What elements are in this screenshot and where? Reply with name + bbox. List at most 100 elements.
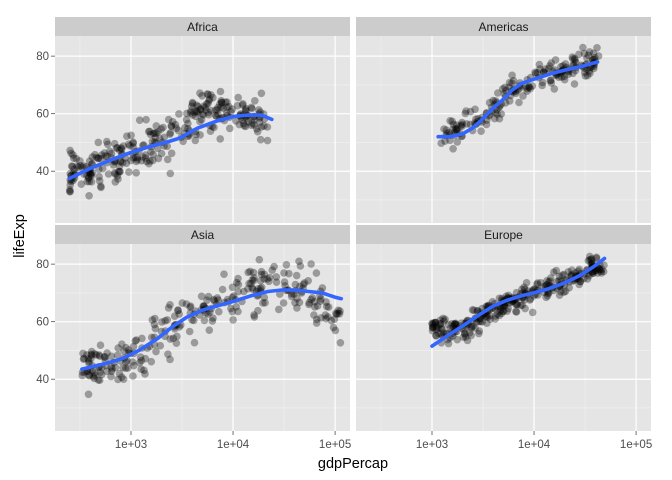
data-point xyxy=(260,293,269,302)
data-point xyxy=(458,122,466,131)
data-point xyxy=(493,110,501,118)
data-point xyxy=(526,295,535,303)
data-point xyxy=(148,316,157,324)
data-point xyxy=(203,90,212,98)
data-point xyxy=(442,126,451,134)
data-point xyxy=(481,312,490,321)
data-point xyxy=(164,115,173,124)
data-point xyxy=(130,361,138,370)
data-point xyxy=(437,139,446,147)
data-point xyxy=(188,98,197,107)
data-point xyxy=(587,254,596,263)
data-point xyxy=(190,316,198,325)
data-point xyxy=(198,92,206,100)
data-point xyxy=(538,81,546,90)
y-tick-label: 60 xyxy=(36,109,49,121)
data-point xyxy=(569,55,577,63)
data-point xyxy=(461,333,470,341)
data-point xyxy=(584,256,593,265)
data-point xyxy=(519,92,527,100)
data-point xyxy=(97,151,106,159)
data-point xyxy=(324,303,333,311)
data-point xyxy=(74,163,83,172)
data-point xyxy=(449,120,458,129)
data-point xyxy=(431,319,439,327)
data-point xyxy=(521,82,530,91)
data-point xyxy=(564,70,573,78)
data-point xyxy=(87,350,96,359)
data-point xyxy=(544,278,553,286)
data-point xyxy=(103,367,111,376)
data-point xyxy=(462,120,471,128)
data-point xyxy=(280,278,289,286)
data-point xyxy=(127,131,135,140)
data-point xyxy=(569,69,577,78)
data-point xyxy=(116,157,125,165)
data-point xyxy=(84,390,93,399)
facet-americas: Americas xyxy=(356,17,651,223)
data-point xyxy=(512,89,520,98)
data-point xyxy=(557,62,565,71)
data-point xyxy=(332,310,341,319)
data-point xyxy=(575,50,583,59)
data-point xyxy=(257,283,266,292)
data-point xyxy=(308,294,317,302)
data-point xyxy=(241,122,250,131)
data-point xyxy=(132,169,140,177)
data-point xyxy=(186,303,194,312)
data-point xyxy=(95,376,104,385)
facet-africa: Africa 40 60 80 xyxy=(36,17,350,223)
x-tick-label: 1e+03 xyxy=(115,439,147,451)
data-point xyxy=(546,76,555,85)
data-point xyxy=(211,106,220,114)
data-point xyxy=(567,270,576,279)
data-point xyxy=(172,339,181,348)
data-point xyxy=(544,64,553,73)
data-point xyxy=(436,320,445,328)
data-point xyxy=(596,267,605,276)
data-point xyxy=(558,271,566,280)
data-point xyxy=(429,322,437,331)
data-point xyxy=(85,357,93,366)
data-point xyxy=(523,87,531,95)
x-tick-label: 1e+03 xyxy=(416,439,448,451)
data-point xyxy=(266,273,274,282)
data-point xyxy=(92,351,100,359)
data-point xyxy=(571,56,579,64)
data-point xyxy=(166,335,175,343)
data-point xyxy=(84,355,93,363)
data-point xyxy=(512,288,521,297)
smooth-line xyxy=(67,113,274,181)
data-point xyxy=(84,174,93,183)
data-point xyxy=(595,265,603,273)
data-point xyxy=(495,294,504,303)
data-point xyxy=(583,54,591,62)
data-point xyxy=(279,299,288,307)
data-point xyxy=(448,320,456,328)
plot-area xyxy=(428,252,608,348)
smooth-line xyxy=(80,288,344,371)
data-point xyxy=(453,124,461,133)
data-point xyxy=(547,79,556,87)
data-point xyxy=(254,306,262,315)
y-tick-label: 80 xyxy=(36,51,49,63)
data-point xyxy=(435,329,443,338)
data-point xyxy=(129,372,137,380)
data-point xyxy=(121,358,130,366)
data-point xyxy=(181,124,189,132)
data-point xyxy=(533,68,542,77)
data-point xyxy=(223,109,231,117)
data-point xyxy=(204,310,212,318)
data-point xyxy=(191,112,200,121)
data-point xyxy=(249,268,258,277)
data-point xyxy=(179,137,187,146)
data-point xyxy=(528,308,537,317)
data-point xyxy=(69,154,78,162)
data-point xyxy=(334,309,342,318)
data-point xyxy=(436,316,445,325)
data-point xyxy=(234,307,242,316)
data-point xyxy=(544,289,552,298)
data-point xyxy=(268,266,277,275)
data-point xyxy=(194,102,202,111)
data-point xyxy=(87,171,96,180)
